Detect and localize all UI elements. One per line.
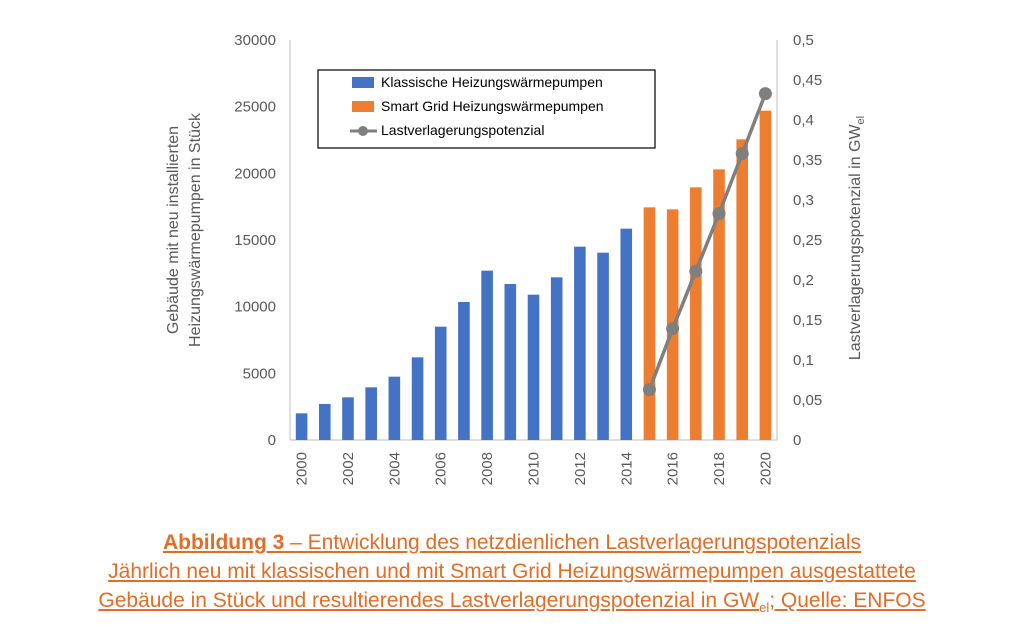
line-point-lastverlagerung (758, 87, 772, 101)
y-left-tick-label: 30000 (234, 32, 276, 49)
y-left-tick-label: 10000 (234, 299, 276, 316)
x-tick-label: 2010 (526, 452, 543, 485)
chart: 0 5000 10000 15000 20000 25000 30000 0 0,05 0,1 0,… (165, 32, 867, 485)
caption-line-3-main: Gebäude in Stück und resultierendes Last… (98, 589, 760, 612)
caption-line-3-source: ; Quelle: ENFOS (769, 589, 926, 612)
y-left-tick-label: 0 (268, 432, 276, 449)
line-lastverlagerung (647, 92, 768, 391)
y-right-tick-label: 0,1 (793, 352, 814, 369)
y-right-tick-label: 0 (793, 432, 801, 449)
y-right-label-main: Lastverlagerungspotenzial in GW (847, 124, 864, 361)
line-point-lastverlagerung (666, 322, 680, 336)
x-tick-label: 2000 (294, 452, 311, 485)
bar-klassisch (342, 397, 354, 440)
bar-smartgrid (759, 110, 772, 441)
legend-label-smartgrid: Smart Grid Heizungswärmepumpen (381, 98, 604, 114)
y-left-tick-label: 15000 (234, 232, 276, 249)
legend-label-klassisch: Klassische Heizungswärmepumpen (381, 74, 603, 90)
bar-klassisch (388, 376, 401, 440)
y-right-tick-label: 0,35 (793, 152, 822, 169)
x-tick-label: 2018 (711, 452, 728, 485)
caption-title: – Entwicklung des netzdienlichen Lastver… (284, 531, 862, 554)
y-right-tick-label: 0,25 (793, 232, 822, 249)
bar-klassisch (458, 302, 470, 440)
legend-swatch-klassisch (352, 77, 374, 88)
bar-klassisch (620, 228, 633, 440)
bar-klassisch (504, 284, 517, 440)
legend-box (317, 69, 656, 149)
bar-smartgrid (736, 139, 749, 441)
y-right-tick-label: 0,2 (793, 272, 814, 289)
line-point-lastverlagerung (642, 383, 656, 397)
legend: Klassische Heizungswärmepumpen Smart Gri… (317, 69, 656, 149)
x-tick-label: 2004 (386, 452, 403, 485)
bar-smartgrid (643, 207, 656, 440)
figure-caption: Abbildung 3 – Entwicklung des netzdienli… (0, 528, 1024, 622)
bar-klassisch (295, 413, 308, 440)
caption-line-2: Jährlich neu mit klassischen und mit Sma… (108, 560, 916, 583)
caption-line-1: Abbildung 3 – Entwicklung des netzdienli… (0, 528, 1024, 557)
x-tick-label: 2006 (433, 452, 450, 485)
y-left-label-line1: Gebäude mit neu installierten (165, 126, 182, 334)
bar-smartgrid (713, 169, 725, 441)
x-tick-label: 2014 (618, 452, 635, 485)
y-left-tick-label: 5000 (243, 365, 276, 382)
bar-smartgrid (690, 187, 702, 440)
y-right-tick-label: 0,05 (793, 392, 822, 409)
y-right-tick-label: 0,45 (793, 72, 822, 89)
line-point-lastverlagerung (712, 207, 726, 221)
caption-figure-number: Abbildung 3 (162, 531, 285, 554)
x-tick-label: 2020 (757, 452, 774, 485)
caption-line-3: Gebäude in Stück und resultierendes Last… (0, 586, 1024, 622)
bar-klassisch (550, 277, 563, 440)
bar-klassisch (365, 387, 377, 440)
legend-marker-swatch (358, 126, 368, 136)
bar-klassisch (411, 357, 424, 440)
caption-line-3-sub: el (759, 600, 770, 616)
y-right-tick-label: 0,3 (793, 192, 814, 209)
line-point-lastverlagerung (735, 147, 749, 161)
plot-area: 0 5000 10000 15000 20000 25000 30000 0 0,05 0,1 0,… (234, 32, 822, 485)
bar-klassisch (597, 252, 609, 440)
x-tick-label: 2016 (665, 452, 682, 485)
y-right-tick-label: 0,5 (793, 32, 814, 49)
y-right-label: Lastverlagerungspotenzial in GWel (847, 116, 867, 360)
y-left-tick-label: 20000 (234, 165, 276, 182)
bar-klassisch (481, 270, 493, 440)
bar-klassisch (434, 326, 447, 440)
line-point-lastverlagerung (689, 264, 703, 278)
bar-klassisch (318, 404, 331, 440)
legend-swatch-smartgrid (352, 101, 374, 112)
y-right-tick-label: 0,15 (793, 312, 822, 329)
bar-klassisch (527, 294, 540, 440)
bar-klassisch (574, 246, 586, 440)
legend-label-lastverlagerung: Lastverlagerungspotenzial (381, 122, 544, 138)
x-tick-label: 2002 (340, 452, 357, 485)
y-right-label-sub: el (855, 116, 867, 125)
y-left-label-line2: Heizungswärmepumpen in Stück (187, 112, 204, 347)
x-tick-label: 2008 (479, 452, 496, 485)
y-right-tick-label: 0,4 (793, 112, 814, 129)
y-left-tick-label: 25000 (234, 99, 276, 116)
x-tick-label: 2012 (572, 452, 589, 485)
